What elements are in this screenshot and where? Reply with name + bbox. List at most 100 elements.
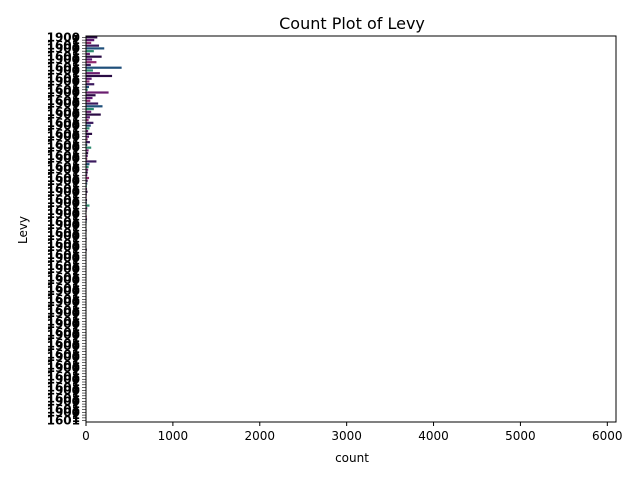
y-tick-label: 1 [72,135,80,149]
x-tick-layer: 0 1000 2000 3000 4000 5000 6000 [82,422,623,443]
bar [86,135,90,138]
bar [86,50,94,53]
y-tick-label: 1 [72,143,80,157]
y-tick-label: 1 [72,110,80,124]
y-tick-label: 1 [72,364,80,378]
y-tick-label: 1 [72,234,80,248]
bar [86,99,91,102]
y-tick-label: 1601 [47,72,80,86]
bar [86,176,90,180]
y-tick-label: 1 [72,245,80,259]
y-tick-label: 1 [72,168,80,182]
y-tick-label: 1 [72,312,80,326]
y-tick-label: 1900 [47,383,80,397]
y-tick-label: 1601 [47,292,80,306]
y-tick-label: 1601 [47,127,80,141]
y-tick-label: 1601 [47,281,80,295]
y-tick-label: 1601 [47,149,80,163]
y-tick-label: 1900 [47,251,80,265]
y-tick-label: 1 [72,124,80,138]
bar [86,204,90,207]
bar [86,149,89,152]
bar [86,85,90,89]
bar [86,154,88,158]
y-tick-label: 1 [72,58,80,72]
y-tick-label: 1900 [47,74,80,88]
y-tick-label: 1 [72,243,80,257]
y-tick-label: 1 [72,408,80,422]
y-tick-label: 1900 [47,273,80,287]
bar [86,143,88,147]
x-tick-label: 5000 [505,429,536,443]
bar [86,66,122,69]
x-tick-label: 2000 [244,429,275,443]
y-tick-label: 1 [72,298,80,312]
bar [86,138,88,141]
y-tick-label: 1 [72,331,80,345]
y-tick-label: 1 [72,232,80,246]
y-tick-label: 1900 [47,163,80,177]
plot-border [85,35,617,423]
y-tick-label: 1 [72,91,80,105]
bar [86,187,88,191]
y-tick-label: 1601 [47,248,80,262]
x-axis-label: count [335,451,369,465]
y-tick-label: 1900 [47,185,80,199]
bar [86,113,101,116]
bar [86,52,90,56]
bar [86,182,88,185]
y-tick-label: 1 [72,223,80,237]
y-tick-label: 1601 [47,325,80,339]
y-tick-label: 1601 [47,414,80,428]
y-tick-label: 1601 [47,237,80,251]
bar [86,190,88,193]
y-tick-label: 1601 [47,193,80,207]
y-tick-label: 1 [72,113,80,127]
y-tick-label: 1 [72,265,80,279]
y-tick-label: 1900 [47,63,80,77]
bar [86,94,96,97]
bar [86,116,90,119]
y-tick-label: 1 [72,88,80,102]
y-tick-label: 1 [72,320,80,334]
bar [86,96,93,100]
bar [86,77,92,80]
y-tick-label: 1601 [47,314,80,328]
y-tick-label: 1601 [47,403,80,417]
bar [86,69,93,72]
bar [86,146,92,149]
y-tick-label: 1 [72,254,80,268]
x-tick-label: 6000 [592,429,623,443]
y-tick-label: 1601 [47,50,80,64]
y-tick-label: 1 [72,290,80,304]
bar [86,47,105,50]
x-tick-label: 4000 [418,429,449,443]
y-tick-label: 1 [72,179,80,193]
y-tick-label: 1900 [47,41,80,55]
bar [86,121,94,124]
bar [86,110,92,113]
y-tick-label: 1 [72,77,80,91]
y-tick-label: 1601 [47,116,80,130]
y-tick-label: 1601 [47,358,80,372]
bar [86,58,93,61]
y-tick-label: 1 [72,199,80,213]
bar [86,198,88,202]
y-tick-label: 1 [72,188,80,202]
y-tick-label: 1601 [47,204,80,218]
y-tick-label: 1601 [47,182,80,196]
bar [86,207,88,210]
bar [86,80,90,83]
y-tick-label: 1601 [47,61,80,75]
bar [86,141,90,144]
y-tick-label: 1 [72,69,80,83]
bar [86,179,88,182]
bar [86,72,100,75]
y-tick-label: 1601 [47,259,80,273]
x-tick-label: 3000 [331,429,362,443]
y-tick-label: 1 [72,154,80,168]
y-tick-label: 1601 [47,226,80,240]
y-tick-label: 1601 [47,270,80,284]
y-tick-label: 1900 [47,306,80,320]
y-tick-label: 1 [72,397,80,411]
